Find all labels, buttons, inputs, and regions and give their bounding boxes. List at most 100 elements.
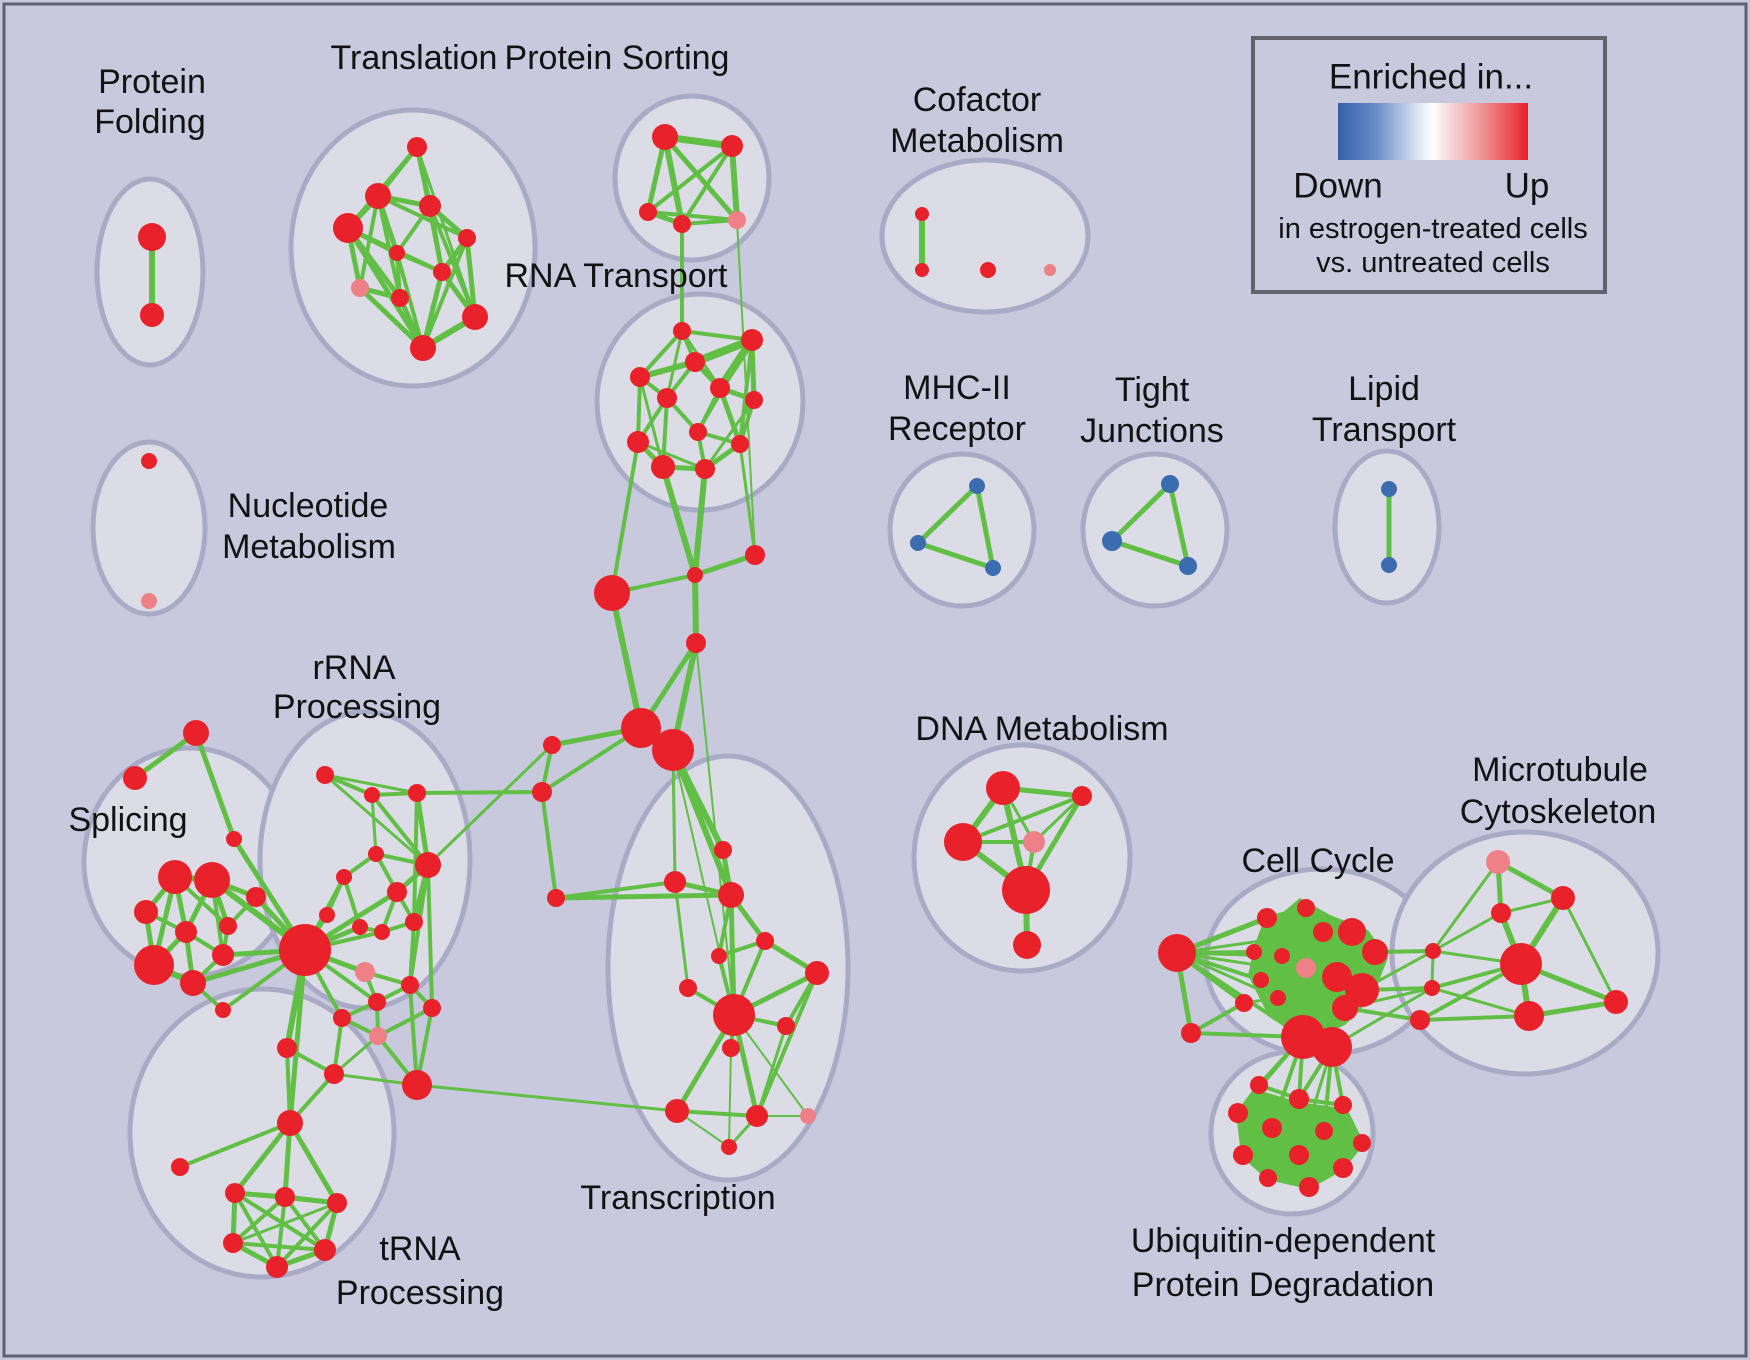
node-pf1[interactable] [138, 223, 166, 251]
node-rr8[interactable] [405, 913, 423, 931]
node-rr14[interactable] [355, 962, 375, 982]
node-rr4[interactable] [368, 846, 384, 862]
node-t8[interactable] [713, 994, 755, 1036]
node-l2[interactable] [532, 782, 552, 802]
node-mt7[interactable] [1410, 1010, 1430, 1030]
node-rr21[interactable] [402, 1070, 432, 1100]
node-cb1[interactable] [1425, 943, 1441, 959]
node-t2[interactable] [718, 882, 744, 908]
node-mt5[interactable] [1604, 990, 1628, 1014]
node-rr10[interactable] [374, 924, 390, 940]
node-tr11[interactable] [410, 335, 436, 361]
node-tn9[interactable] [314, 1239, 336, 1261]
node-tr6[interactable] [389, 245, 405, 261]
node-rt9[interactable] [627, 431, 649, 453]
node-t9[interactable] [777, 1017, 795, 1035]
node-dm3[interactable] [944, 823, 982, 861]
node-tj2[interactable] [1102, 531, 1122, 551]
node-cc6[interactable] [1274, 948, 1290, 964]
node-lt1[interactable] [1381, 481, 1397, 497]
node-cc3[interactable] [1257, 908, 1277, 928]
node-ps4[interactable] [673, 215, 691, 233]
node-rr12[interactable] [246, 887, 266, 907]
node-tn6[interactable] [275, 1187, 295, 1207]
node-pf2[interactable] [140, 303, 164, 327]
node-ub2[interactable] [1289, 1089, 1309, 1109]
node-l1[interactable] [543, 736, 561, 754]
node-ps3[interactable] [639, 203, 657, 221]
node-cf4[interactable] [1044, 264, 1056, 276]
node-rr17[interactable] [368, 993, 386, 1011]
node-cc16[interactable] [1270, 990, 1286, 1006]
node-rr15[interactable] [401, 976, 419, 994]
node-rt8[interactable] [689, 423, 707, 441]
node-cc13[interactable] [1332, 995, 1358, 1021]
node-cc7[interactable] [1296, 958, 1316, 978]
node-cc14[interactable] [1253, 972, 1269, 988]
node-sp5[interactable] [219, 917, 237, 935]
node-dm5[interactable] [1002, 866, 1050, 914]
node-tr4[interactable] [333, 213, 363, 243]
node-rt12[interactable] [695, 459, 715, 479]
node-ub10[interactable] [1333, 1158, 1353, 1178]
node-rr19[interactable] [369, 1027, 387, 1045]
node-tj3[interactable] [1179, 557, 1197, 575]
node-t13[interactable] [800, 1108, 816, 1124]
node-ub1[interactable] [1250, 1076, 1268, 1094]
node-rt11[interactable] [651, 455, 675, 479]
node-tr3[interactable] [419, 195, 441, 217]
node-rr11[interactable] [319, 907, 335, 923]
node-cc1[interactable] [1158, 934, 1196, 972]
node-tr10[interactable] [462, 304, 488, 330]
node-sp1[interactable] [158, 860, 192, 894]
node-x3[interactable] [226, 831, 242, 847]
node-mt6[interactable] [1514, 1001, 1544, 1031]
node-tn4[interactable] [171, 1158, 189, 1176]
node-sp7[interactable] [180, 970, 206, 996]
node-t11[interactable] [665, 1099, 689, 1123]
node-rt6[interactable] [745, 391, 763, 409]
node-sp4[interactable] [175, 921, 197, 943]
node-t7[interactable] [679, 979, 697, 997]
node-cc5[interactable] [1246, 944, 1262, 960]
node-mh1[interactable] [969, 478, 985, 494]
node-tj1[interactable] [1161, 475, 1179, 493]
node-ps2[interactable] [721, 135, 743, 157]
node-sp6[interactable] [134, 945, 174, 985]
node-rr9[interactable] [352, 919, 368, 935]
node-mt1[interactable] [1486, 850, 1510, 874]
node-cc10[interactable] [1362, 939, 1388, 965]
node-t0[interactable] [686, 633, 706, 653]
node-tr9[interactable] [391, 289, 409, 307]
node-ps5[interactable] [728, 211, 746, 229]
node-sp3[interactable] [134, 900, 158, 924]
node-ub9[interactable] [1289, 1145, 1309, 1165]
node-ps1[interactable] [652, 124, 678, 150]
node-mh2[interactable] [910, 535, 926, 551]
node-ub5[interactable] [1262, 1118, 1282, 1138]
node-cc2[interactable] [1181, 1023, 1201, 1043]
node-cf2[interactable] [915, 263, 929, 277]
node-t6[interactable] [805, 961, 829, 985]
node-rr3[interactable] [408, 784, 426, 802]
node-sp2[interactable] [194, 862, 230, 898]
node-tn10[interactable] [266, 1256, 288, 1278]
node-x2[interactable] [123, 766, 147, 790]
node-t5[interactable] [711, 948, 727, 964]
node-tn8[interactable] [223, 1233, 243, 1253]
node-rt10[interactable] [731, 435, 749, 453]
node-rt3[interactable] [685, 352, 705, 372]
node-t3[interactable] [714, 841, 732, 859]
node-dm1[interactable] [986, 771, 1020, 805]
node-j3[interactable] [745, 545, 765, 565]
node-t1[interactable] [664, 871, 686, 893]
node-mt4[interactable] [1500, 943, 1542, 985]
node-rt1[interactable] [673, 322, 691, 340]
node-t10[interactable] [722, 1039, 740, 1057]
node-nm2[interactable] [141, 593, 157, 609]
node-rr7[interactable] [387, 882, 407, 902]
node-tr5[interactable] [458, 229, 476, 247]
node-sp8[interactable] [212, 944, 234, 966]
node-cc15[interactable] [1235, 994, 1253, 1012]
node-cf1[interactable] [915, 207, 929, 221]
